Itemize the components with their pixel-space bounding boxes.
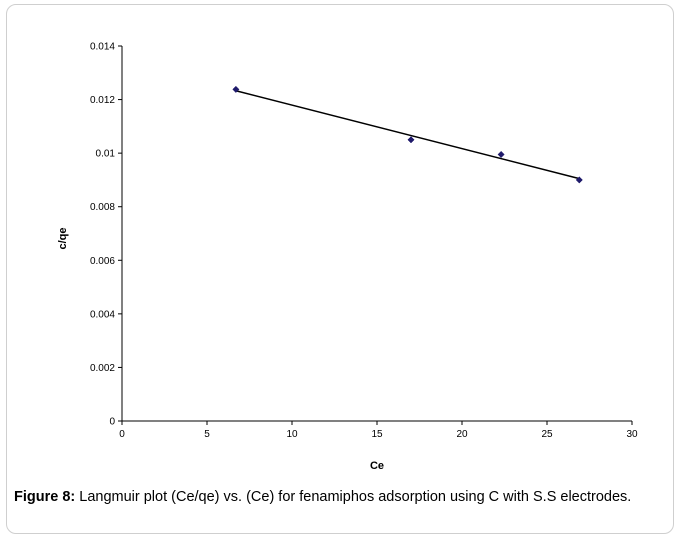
data-point bbox=[575, 176, 583, 184]
y-tick-label: 0.006 bbox=[90, 256, 115, 267]
x-tick-label: 5 bbox=[204, 429, 210, 440]
y-tick-label: 0.008 bbox=[90, 202, 115, 213]
x-tick-label: 30 bbox=[626, 429, 638, 440]
y-tick-label: 0.004 bbox=[90, 309, 115, 320]
x-ticks: 0 5 10 15 20 25 30 bbox=[119, 421, 638, 440]
y-ticks: 0 0.002 0.004 0.006 0.008 0.01 0.012 0.014 bbox=[90, 42, 122, 428]
y-tick-label: 0 bbox=[109, 417, 115, 428]
data-point bbox=[407, 136, 415, 144]
caption-text: Langmuir plot (Ce/qe) vs. (Ce) for fenam… bbox=[75, 489, 632, 505]
x-tick-label: 10 bbox=[286, 429, 298, 440]
figure-caption: Figure 8: Langmuir plot (Ce/qe) vs. (Ce)… bbox=[14, 488, 664, 506]
caption-label: Figure 8: bbox=[14, 489, 76, 505]
y-tick-label: 0.012 bbox=[90, 95, 115, 106]
x-axis-title: Ce bbox=[370, 460, 384, 472]
x-tick-label: 0 bbox=[119, 429, 125, 440]
chart: 0 5 10 15 20 25 30 0 0.002 0.004 0.006 0.008 0.01 0.… bbox=[57, 42, 638, 473]
y-tick-label: 0.014 bbox=[90, 42, 115, 53]
x-tick-label: 25 bbox=[541, 429, 553, 440]
y-tick-label: 0.01 bbox=[96, 149, 116, 160]
data-point bbox=[232, 85, 240, 93]
data-points bbox=[232, 85, 583, 184]
x-tick-label: 20 bbox=[456, 429, 468, 440]
x-tick-label: 15 bbox=[371, 429, 383, 440]
figure-frame bbox=[6, 4, 674, 534]
y-axis-title: c/qe bbox=[57, 227, 69, 249]
y-tick-label: 0.002 bbox=[90, 363, 115, 374]
data-point bbox=[497, 150, 505, 159]
trendline bbox=[235, 90, 580, 180]
